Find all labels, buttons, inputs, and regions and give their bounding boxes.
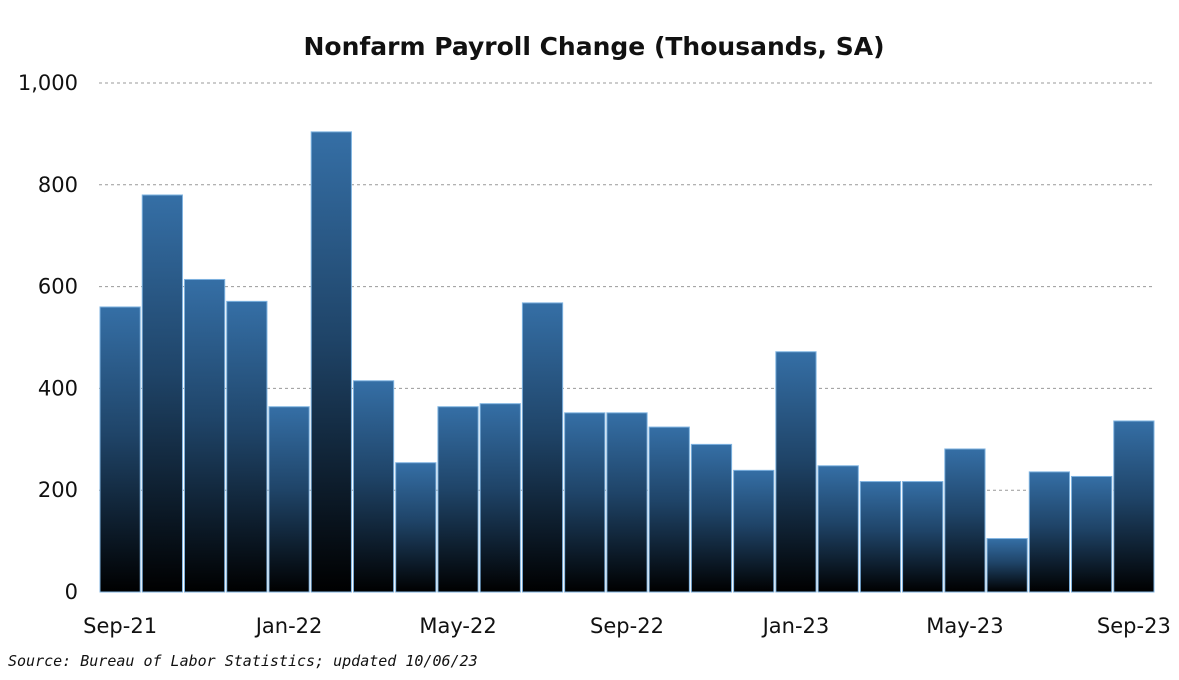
bar-apr-22 — [395, 462, 437, 593]
bar-apr-23 — [902, 481, 944, 593]
bar-jun-23 — [986, 538, 1028, 593]
bar-mar-22 — [352, 380, 395, 593]
bar-feb-22 — [310, 131, 352, 593]
bar-oct-21 — [141, 194, 183, 593]
bar-jul-23 — [1028, 471, 1071, 593]
y-tick-label: 600 — [38, 275, 78, 299]
bar-aug-22 — [564, 412, 606, 593]
bar-sep-21 — [99, 306, 141, 593]
x-axis-ticks: Sep-21 Jan-22 May-22 Sep-22 Jan-23 May-23 Sep-… — [83, 614, 1171, 638]
y-tick-label: 400 — [38, 376, 78, 400]
bar-sep-23 — [1113, 420, 1155, 593]
bar-feb-23 — [817, 465, 859, 593]
bars — [99, 131, 1155, 593]
bar-may-23 — [944, 448, 986, 593]
x-tick-label: May-22 — [419, 614, 496, 638]
bar-dec-21 — [226, 300, 268, 593]
x-tick-label: Jan-23 — [761, 614, 830, 638]
bar-sep-22 — [606, 412, 648, 593]
y-axis-ticks: 0 200 400 600 800 1,000 — [18, 71, 78, 604]
bar-nov-21 — [183, 278, 226, 593]
y-tick-label: 1,000 — [18, 71, 78, 95]
y-tick-label: 0 — [65, 580, 78, 604]
x-tick-label: Sep-22 — [590, 614, 664, 638]
x-tick-label: May-23 — [926, 614, 1003, 638]
x-tick-label: Sep-21 — [83, 614, 157, 638]
bar-may-22 — [437, 406, 479, 593]
y-tick-label: 800 — [38, 173, 78, 197]
bar-aug-23 — [1071, 475, 1113, 593]
bar-dec-22 — [733, 469, 775, 593]
x-tick-label: Jan-22 — [254, 614, 323, 638]
chart-title: Nonfarm Payroll Change (Thousands, SA) — [303, 32, 884, 61]
bar-nov-22 — [690, 443, 733, 593]
bar-jul-22 — [521, 302, 564, 593]
bar-jan-23 — [775, 351, 817, 593]
x-tick-label: Sep-23 — [1097, 614, 1171, 638]
bar-jan-22 — [268, 406, 310, 593]
source-note: Source: Bureau of Labor Statistics; upda… — [8, 652, 478, 670]
bar-mar-23 — [859, 481, 902, 593]
y-tick-label: 200 — [38, 478, 78, 502]
bar-oct-22 — [648, 426, 690, 593]
bar-jun-22 — [479, 403, 521, 593]
